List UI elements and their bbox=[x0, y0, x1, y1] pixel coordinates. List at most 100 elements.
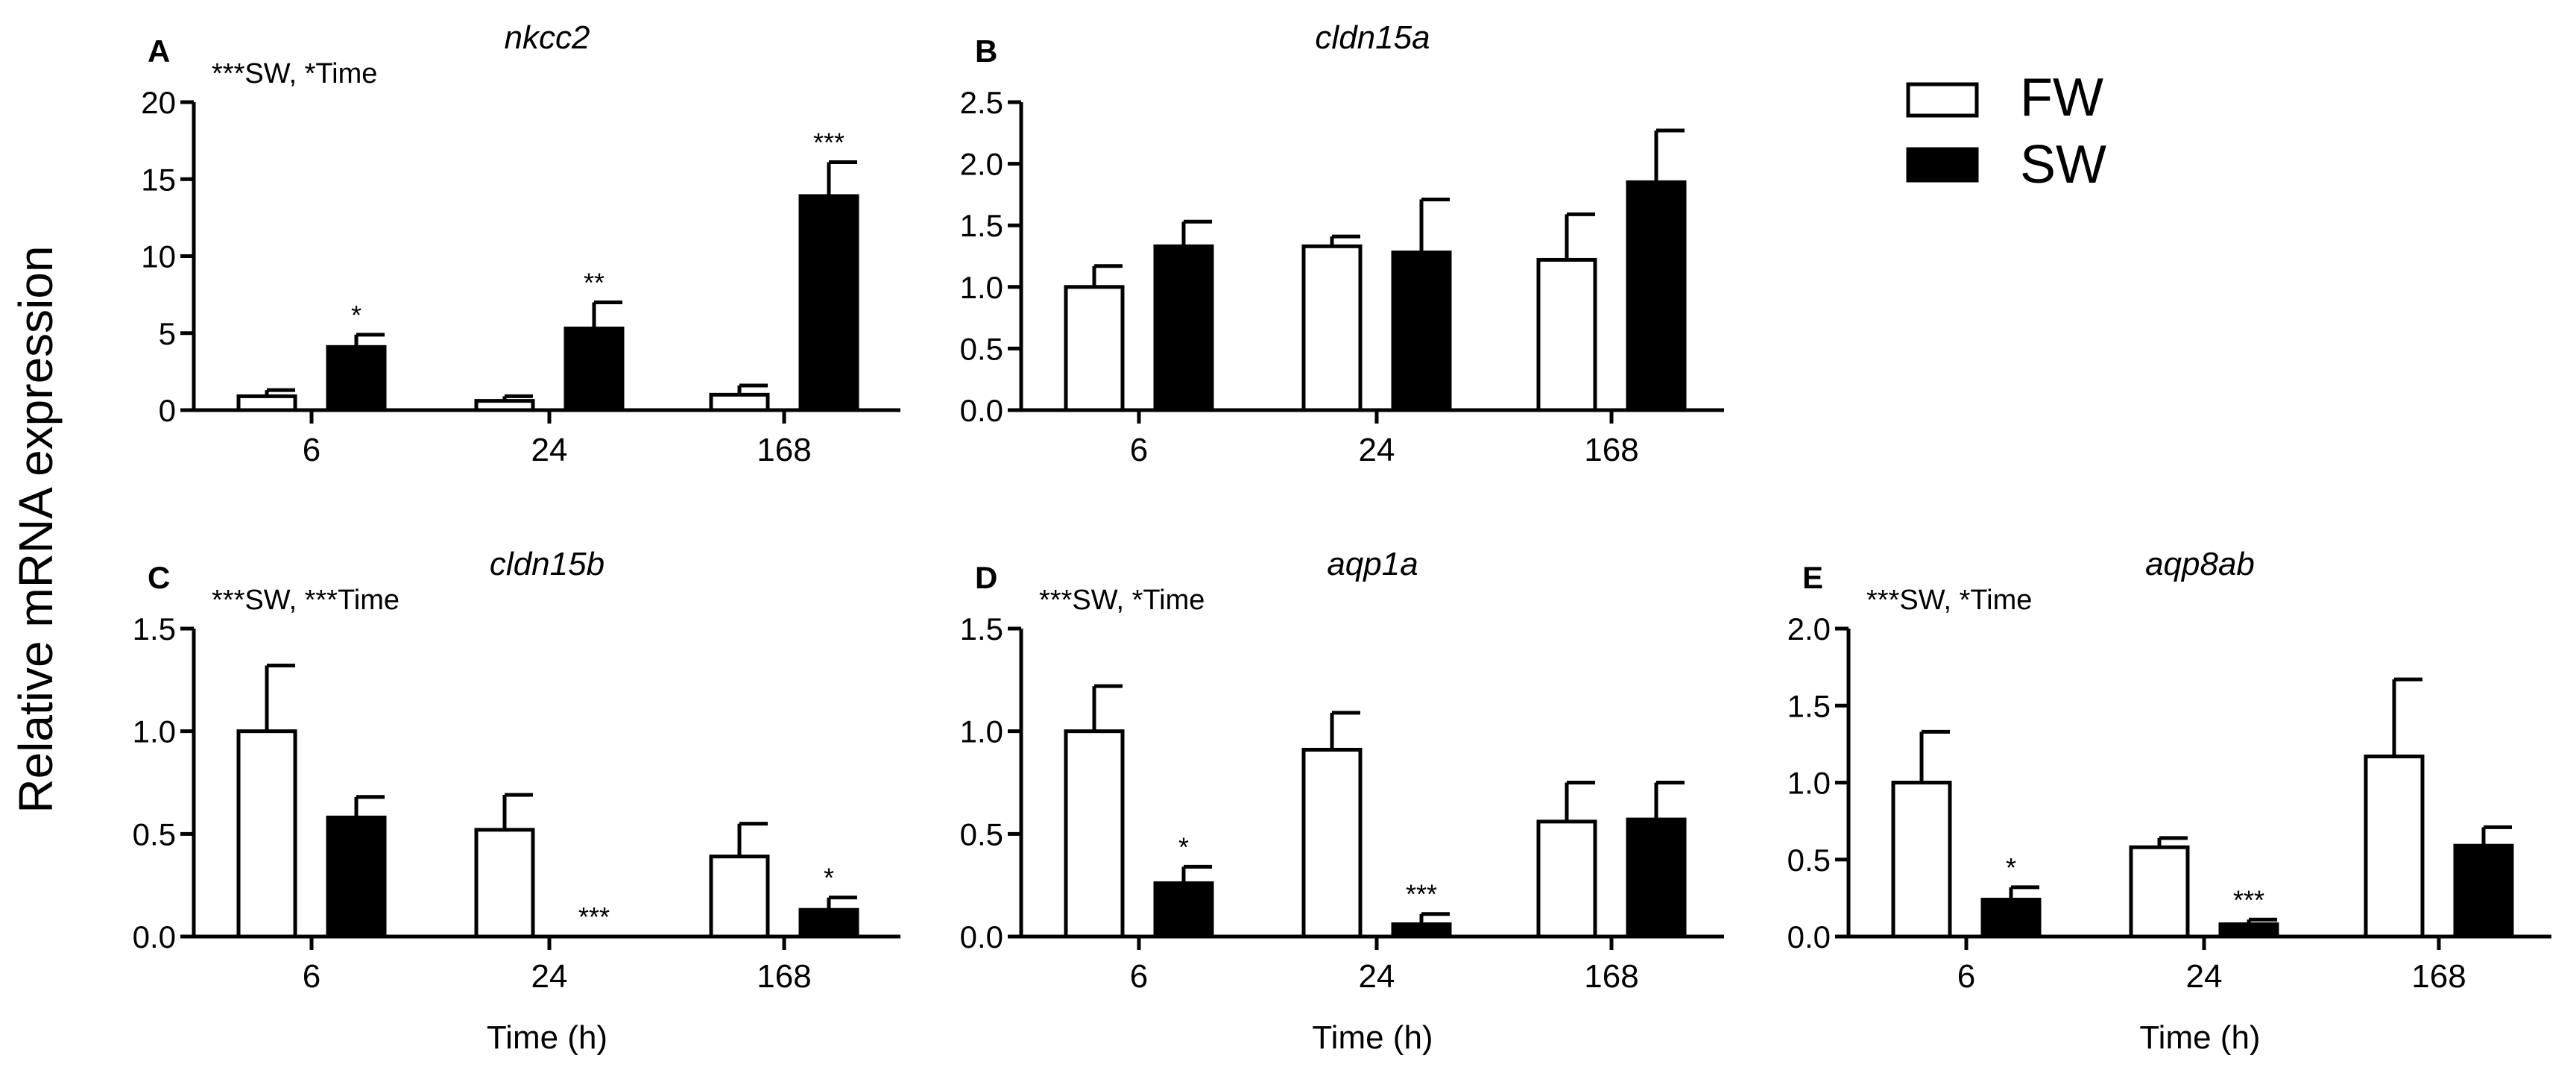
x-tick-label: 6 bbox=[303, 432, 321, 468]
legend-swatch-sw bbox=[1906, 147, 1979, 183]
x-tick-label: 24 bbox=[1359, 432, 1395, 468]
bar-fw-168 bbox=[1536, 819, 1597, 939]
legend-label-sw: SW bbox=[2020, 135, 2106, 195]
y-tick-label: 10 bbox=[141, 239, 176, 274]
significance-marker: * bbox=[2006, 852, 2016, 883]
panel-letter: C bbox=[148, 560, 170, 595]
bar-fw-6 bbox=[1064, 729, 1125, 939]
x-tick-label: 6 bbox=[1130, 958, 1148, 995]
bar-sw-24 bbox=[1391, 251, 1452, 412]
panel-letter: B bbox=[975, 34, 997, 69]
statistics-note: ***SW, *Time bbox=[212, 58, 377, 89]
bar-fw-168 bbox=[1536, 257, 1597, 412]
bar-fw-168 bbox=[2364, 754, 2425, 939]
significance-marker: * bbox=[351, 300, 362, 330]
bar-fw-24 bbox=[474, 828, 535, 939]
y-tick-label: 1.0 bbox=[960, 270, 1003, 305]
bar-sw-168 bbox=[1626, 817, 1687, 939]
panel-letter: A bbox=[148, 34, 170, 69]
x-axis-label: Time (h) bbox=[2139, 1019, 2260, 1056]
y-tick-label: 1.5 bbox=[133, 611, 176, 646]
panel-title: cldn15b bbox=[490, 546, 604, 582]
significance-marker: ** bbox=[584, 267, 604, 298]
panel-title: nkcc2 bbox=[505, 19, 590, 56]
y-tick-label: 1.0 bbox=[1787, 766, 1831, 801]
bar-sw-24 bbox=[1391, 922, 1452, 939]
panel-letter: E bbox=[1802, 560, 1823, 595]
statistics-note: ***SW, *Time bbox=[1039, 585, 1205, 616]
x-tick-label: 24 bbox=[1359, 958, 1395, 995]
bar-sw-168 bbox=[798, 907, 859, 939]
bar-fw-24 bbox=[474, 399, 535, 412]
chart-panel-d: 0.00.51.01.56 24 168****D aqp1a***SW, *Time… bbox=[960, 546, 1724, 1056]
y-tick-label: 0.5 bbox=[133, 817, 176, 852]
significance-marker: *** bbox=[1406, 879, 1437, 910]
bar-fw-168 bbox=[709, 855, 770, 939]
chart-panel-c: 0.00.51.01.56 24 168****C cldn15b***SW, ***… bbox=[133, 546, 900, 1056]
panel-title: cldn15a bbox=[1315, 19, 1430, 56]
x-tick-label: 6 bbox=[303, 958, 321, 995]
x-tick-label: 168 bbox=[1584, 432, 1638, 468]
panel-title: aqp8ab bbox=[2145, 546, 2255, 582]
bar-sw-6 bbox=[326, 344, 387, 412]
legend: FW SW bbox=[1906, 68, 2106, 195]
bar-sw-6 bbox=[1980, 897, 2042, 939]
y-tick-label: 15 bbox=[141, 162, 176, 197]
bar-sw-168 bbox=[1626, 180, 1687, 412]
bar-fw-6 bbox=[1064, 285, 1125, 412]
x-tick-label: 6 bbox=[1957, 958, 1975, 995]
y-axis-label: Relative mRNA expression bbox=[9, 245, 63, 813]
x-tick-label: 168 bbox=[2411, 958, 2466, 995]
y-tick-label: 2.0 bbox=[960, 147, 1003, 182]
significance-marker: *** bbox=[2233, 884, 2264, 915]
legend-label-fw: FW bbox=[2020, 68, 2103, 128]
statistics-note: ***SW, ***Time bbox=[212, 585, 400, 616]
x-tick-label: 168 bbox=[757, 432, 811, 468]
significance-marker: *** bbox=[813, 128, 845, 158]
x-tick-label: 24 bbox=[2186, 958, 2223, 995]
bar-sw-168 bbox=[2453, 843, 2514, 939]
y-tick-label: 0.0 bbox=[133, 919, 176, 954]
bar-fw-168 bbox=[709, 392, 770, 412]
x-axis-label: Time (h) bbox=[487, 1019, 607, 1056]
bar-sw-24 bbox=[2218, 922, 2279, 939]
significance-marker: *** bbox=[578, 902, 610, 932]
y-tick-label: 5 bbox=[159, 316, 176, 351]
y-tick-label: 0.5 bbox=[960, 817, 1003, 852]
chart-panel-e: 0.00.51.01.52.06 24 168****E aqp8ab***SW, *… bbox=[1787, 546, 2551, 1056]
y-tick-label: 2.0 bbox=[1787, 611, 1831, 646]
x-axis-label: Time (h) bbox=[1312, 1019, 1433, 1056]
statistics-note: ***SW, *Time bbox=[1866, 585, 2032, 616]
y-tick-label: 0.5 bbox=[960, 331, 1003, 366]
x-tick-label: 24 bbox=[531, 432, 568, 468]
chart-panel-b: 0.0 0.5 1.0 1.5 2.0 2.5 6 24 168 B cldn15a bbox=[960, 19, 1724, 468]
bar-sw-6 bbox=[1153, 881, 1214, 939]
legend-swatch-fw bbox=[1906, 82, 1979, 118]
bar-fw-24 bbox=[1301, 244, 1363, 412]
bar-sw-6 bbox=[1153, 244, 1214, 412]
panel-title: aqp1a bbox=[1327, 546, 1418, 582]
x-tick-label: 24 bbox=[531, 958, 568, 995]
bar-sw-24 bbox=[564, 327, 625, 412]
bar-fw-6 bbox=[236, 729, 297, 939]
bar-fw-24 bbox=[2129, 845, 2190, 939]
y-tick-label: 0.0 bbox=[960, 393, 1003, 428]
y-tick-label: 2.5 bbox=[960, 85, 1003, 120]
y-tick-label: 20 bbox=[141, 85, 176, 120]
x-tick-label: 168 bbox=[757, 958, 811, 995]
y-tick-label: 1.5 bbox=[960, 611, 1003, 646]
y-tick-label: 0.0 bbox=[1787, 919, 1831, 954]
x-tick-label: 168 bbox=[1584, 958, 1638, 995]
y-tick-label: 1.0 bbox=[960, 714, 1003, 749]
y-tick-label: 0.5 bbox=[1787, 843, 1831, 878]
y-tick-label: 1.0 bbox=[133, 714, 176, 749]
x-tick-label: 6 bbox=[1130, 432, 1148, 468]
significance-marker: * bbox=[824, 863, 834, 893]
significance-marker: * bbox=[1178, 831, 1189, 862]
y-tick-label: 0.0 bbox=[960, 919, 1003, 954]
panel-letter: D bbox=[975, 560, 997, 595]
y-tick-label: 0 bbox=[159, 393, 176, 428]
bar-sw-168 bbox=[798, 194, 859, 412]
